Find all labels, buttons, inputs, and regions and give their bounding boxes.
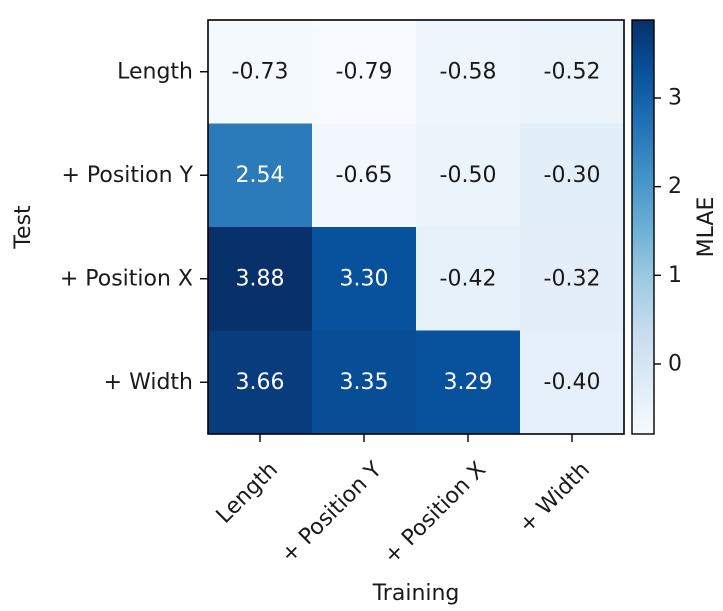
x-axis: Length+ Position Y+ Position X + Width bbox=[212, 434, 595, 569]
heatmap-cell bbox=[416, 227, 521, 331]
colorbar-gradient bbox=[631, 19, 655, 435]
colorbar-label: MLAE bbox=[694, 197, 719, 258]
colorbar: 0 1 2 3 MLAE bbox=[631, 19, 719, 435]
x-tick-label: + Position X bbox=[379, 457, 491, 569]
colorbar-ticks: 0 1 2 3 bbox=[654, 86, 682, 376]
cell-value-label: 3.88 bbox=[236, 266, 285, 291]
heatmap-cell bbox=[208, 227, 313, 331]
colorbar-tick-label: 2 bbox=[668, 174, 682, 199]
cell-value-label: -0.32 bbox=[544, 266, 601, 291]
cell-value-label: -0.65 bbox=[336, 163, 393, 188]
cell-value-label: 3.30 bbox=[340, 266, 389, 291]
heatmap-cell bbox=[520, 330, 625, 435]
heatmap-cell bbox=[312, 330, 417, 435]
cell-value-label: -0.79 bbox=[336, 59, 393, 84]
heatmap-cell bbox=[208, 330, 313, 435]
y-tick-label: + Position Y bbox=[61, 163, 193, 188]
heatmap-cell bbox=[312, 123, 417, 228]
heatmap-cell bbox=[416, 330, 521, 435]
cell-value-label: 3.29 bbox=[444, 370, 493, 395]
cell-value-label: 3.35 bbox=[340, 370, 389, 395]
cell-value-label: -0.52 bbox=[544, 59, 601, 84]
heatmap-cell bbox=[520, 227, 625, 331]
cell-value-label: -0.58 bbox=[440, 59, 497, 84]
colorbar-tick-label: 0 bbox=[668, 351, 682, 376]
heatmap-cell bbox=[208, 123, 313, 228]
cell-value-label: 2.54 bbox=[236, 163, 285, 188]
x-tick-label: + Width bbox=[514, 457, 595, 538]
plot-frame bbox=[207, 19, 625, 435]
cell-value-label: -0.40 bbox=[544, 370, 601, 395]
y-axis: Length + Position Y + Position X + Width bbox=[60, 59, 208, 395]
colorbar-tick-label: 1 bbox=[668, 263, 682, 288]
heatmap-cell bbox=[520, 20, 625, 124]
heatmap-cell bbox=[520, 123, 625, 228]
y-tick-label: Length bbox=[117, 59, 193, 84]
heatmap-cell bbox=[208, 20, 313, 124]
cell-value-label: -0.42 bbox=[440, 266, 497, 291]
cell-value-label: -0.50 bbox=[440, 163, 497, 188]
heatmap-cell bbox=[416, 123, 521, 228]
x-tick-label: + Position Y bbox=[276, 457, 387, 568]
cell-value-label: 3.66 bbox=[236, 370, 285, 395]
heatmap-cell bbox=[416, 20, 521, 124]
x-axis-label: Training bbox=[372, 581, 460, 606]
y-tick-label: + Position X bbox=[60, 266, 193, 291]
heatmap-cells bbox=[208, 20, 625, 435]
y-axis-label: Test bbox=[11, 205, 36, 250]
x-tick-label: Length bbox=[212, 457, 283, 528]
y-tick-label: + Width bbox=[104, 370, 193, 395]
cell-value-label: -0.73 bbox=[232, 59, 289, 84]
heatmap-cell bbox=[312, 227, 417, 331]
heatmap-value-labels: -0.73 -0.79 -0.58 -0.52 2.54 -0.65 -0.50 -0.30 3… bbox=[232, 59, 601, 395]
heatmap-cell bbox=[312, 20, 417, 124]
colorbar-tick-label: 3 bbox=[668, 86, 682, 111]
cell-value-label: -0.30 bbox=[544, 163, 601, 188]
